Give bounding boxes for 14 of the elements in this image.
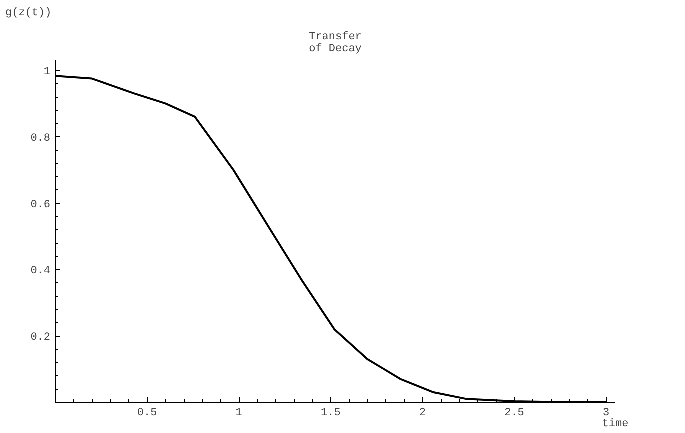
x-tick-label: 0.5 — [137, 408, 158, 420]
x-tick-label: 1.5 — [321, 408, 341, 420]
chart-title: Transfer of Decay — [309, 32, 362, 56]
y-tick-label: 1 — [44, 66, 51, 78]
x-tick-label: 2 — [419, 408, 426, 420]
x-tick-label: 3 — [603, 408, 610, 420]
y-tick-label: 0.8 — [30, 132, 51, 145]
y-axis-title: g(z(t)) — [6, 8, 52, 20]
x-tick-label: 1 — [236, 408, 243, 420]
y-tick-label: 0.6 — [30, 199, 51, 212]
y-tick-label: 0.4 — [30, 266, 51, 278]
y-tick-label: 0.2 — [30, 332, 51, 344]
x-axis-title: time — [602, 418, 629, 430]
x-tick-label: 2.5 — [504, 408, 524, 420]
